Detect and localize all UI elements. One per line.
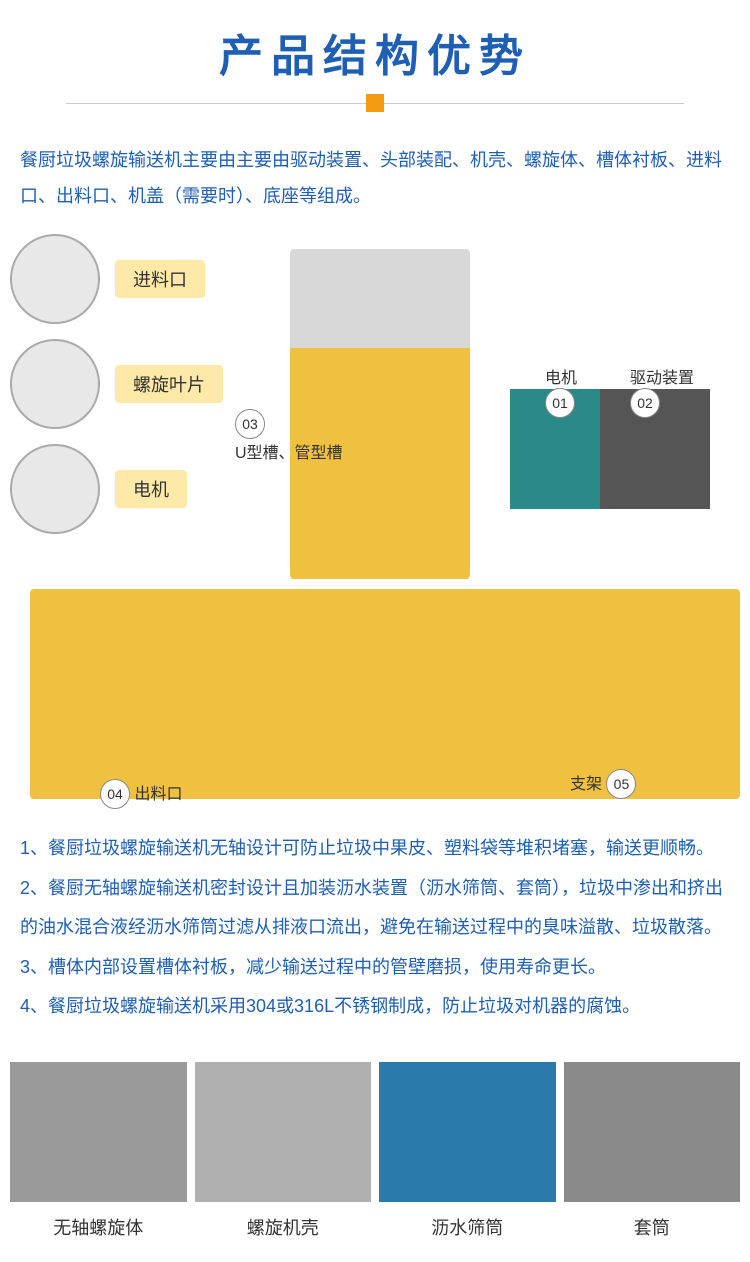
gallery-section: 无轴螺旋体 螺旋机壳 沥水筛筒 套筒 — [0, 1047, 750, 1262]
annotation-03: 03 U型槽、管型槽 — [235, 409, 343, 463]
divider-line-right — [384, 103, 684, 104]
component-label: 进料口 — [115, 260, 205, 298]
annotation-05: 支架 05 — [570, 769, 636, 799]
anno-label: 出料口 — [134, 786, 182, 803]
divider-line-left — [66, 103, 366, 104]
feature-item: 4、餐厨垃圾螺旋输送机采用304或316L不锈钢制成，防止垃圾对机器的腐蚀。 — [20, 987, 730, 1027]
gallery-item: 无轴螺旋体 — [10, 1062, 187, 1252]
anno-num: 01 — [545, 388, 575, 418]
gallery-caption: 沥水筛筒 — [379, 1202, 556, 1252]
anno-label: 支架 — [570, 776, 602, 793]
gallery-item: 螺旋机壳 — [195, 1062, 372, 1252]
divider-square — [366, 94, 384, 112]
gallery-caption: 无轴螺旋体 — [10, 1202, 187, 1252]
gallery-caption: 套筒 — [564, 1202, 741, 1252]
title-divider — [0, 94, 750, 112]
component-item: 螺旋叶片 — [10, 339, 223, 429]
anno-label: 电机 — [545, 370, 577, 387]
component-label: 电机 — [115, 470, 187, 508]
feature-item: 2、餐厨无轴螺旋输送机密封设计且加装沥水装置（沥水筛筒、套筒），垃圾中渗出和挤出… — [20, 869, 730, 948]
diagram-section: 进料口 螺旋叶片 电机 03 U型槽、管型槽 电机 01 驱动装置 02 04 … — [10, 229, 740, 809]
gallery-image — [10, 1062, 187, 1202]
gallery-image — [564, 1062, 741, 1202]
gallery-caption: 螺旋机壳 — [195, 1202, 372, 1252]
main-title: 产品结构优势 — [0, 20, 750, 84]
anno-num: 05 — [606, 769, 636, 799]
gallery-item: 沥水筛筒 — [379, 1062, 556, 1252]
machine-image-2 — [30, 589, 740, 799]
feature-item: 3、槽体内部设置槽体衬板，减少输送过程中的管壁磨损，使用寿命更长。 — [20, 948, 730, 988]
title-section: 产品结构优势 — [0, 0, 750, 127]
component-circle-icon — [10, 444, 100, 534]
gallery-image — [195, 1062, 372, 1202]
component-circle-icon — [10, 339, 100, 429]
components-left: 进料口 螺旋叶片 电机 — [10, 234, 223, 549]
gallery-image — [379, 1062, 556, 1202]
annotation-01: 电机 01 — [545, 364, 577, 418]
component-item: 进料口 — [10, 234, 223, 324]
intro-text: 餐厨垃圾螺旋输送机主要由主要由驱动装置、头部装配、机壳、螺旋体、槽体衬板、进料口… — [0, 127, 750, 229]
gallery-item: 套筒 — [564, 1062, 741, 1252]
anno-num: 02 — [630, 388, 660, 418]
component-label: 螺旋叶片 — [115, 365, 223, 403]
annotation-02: 驱动装置 02 — [630, 364, 694, 418]
features-list: 1、餐厨垃圾螺旋输送机无轴设计可防止垃圾中果皮、塑料袋等堆积堵塞，输送更顺畅。 … — [0, 809, 750, 1047]
anno-num: 03 — [235, 409, 265, 439]
component-circle-icon — [10, 234, 100, 324]
anno-label: 驱动装置 — [630, 370, 694, 387]
feature-item: 1、餐厨垃圾螺旋输送机无轴设计可防止垃圾中果皮、塑料袋等堆积堵塞，输送更顺畅。 — [20, 829, 730, 869]
anno-num: 04 — [100, 779, 130, 809]
component-item: 电机 — [10, 444, 223, 534]
annotation-04: 04 出料口 — [100, 779, 182, 809]
anno-label: U型槽、管型槽 — [235, 445, 343, 462]
